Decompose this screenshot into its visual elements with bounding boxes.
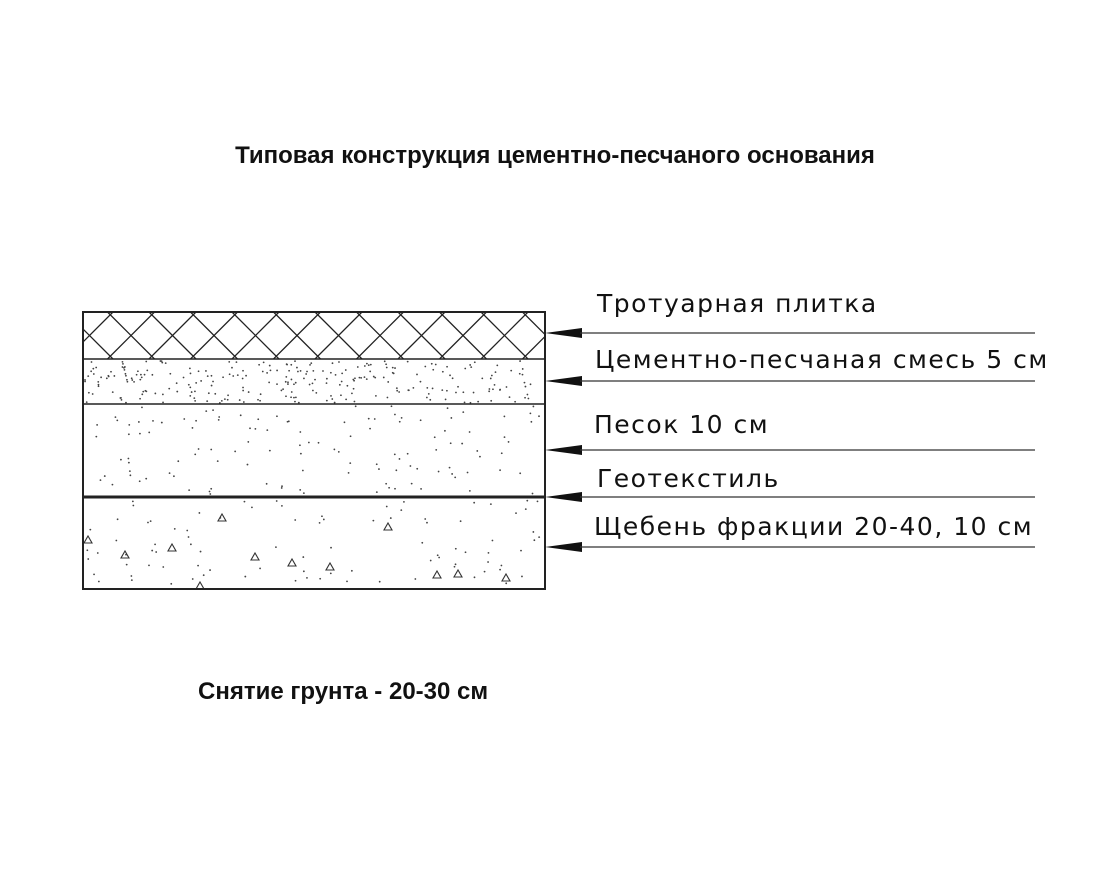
leader-arrow	[545, 445, 1035, 455]
layer-label-paving-tile: Тротуарная плитка	[596, 289, 878, 318]
crosshatch-pattern	[83, 312, 545, 359]
soil-removal-note: Снятие грунта - 20-30 см	[198, 678, 489, 705]
leader-arrow	[545, 376, 1035, 386]
layer-label-gravel: Щебень фракции 20-40, 10 см	[594, 512, 1033, 541]
diagram-title: Типовая конструкция цементно-песчаного о…	[235, 142, 875, 169]
layer-label-geotextile: Геотекстиль	[597, 464, 780, 493]
section-outline	[82, 311, 546, 590]
sand-dots	[95, 405, 540, 495]
gravel-dots	[86, 499, 541, 585]
gravel-triangles	[83, 512, 511, 590]
layer-label-cement-sand: Цементно-песчаная смесь 5 см	[595, 345, 1049, 374]
leader-arrow	[545, 492, 1035, 502]
layer-hatching	[83, 312, 545, 590]
leader-arrow	[545, 328, 1035, 338]
cement-sand-dots	[84, 360, 532, 404]
layer-label-sand: Песок 10 см	[594, 410, 769, 439]
leader-arrow	[545, 542, 1035, 552]
